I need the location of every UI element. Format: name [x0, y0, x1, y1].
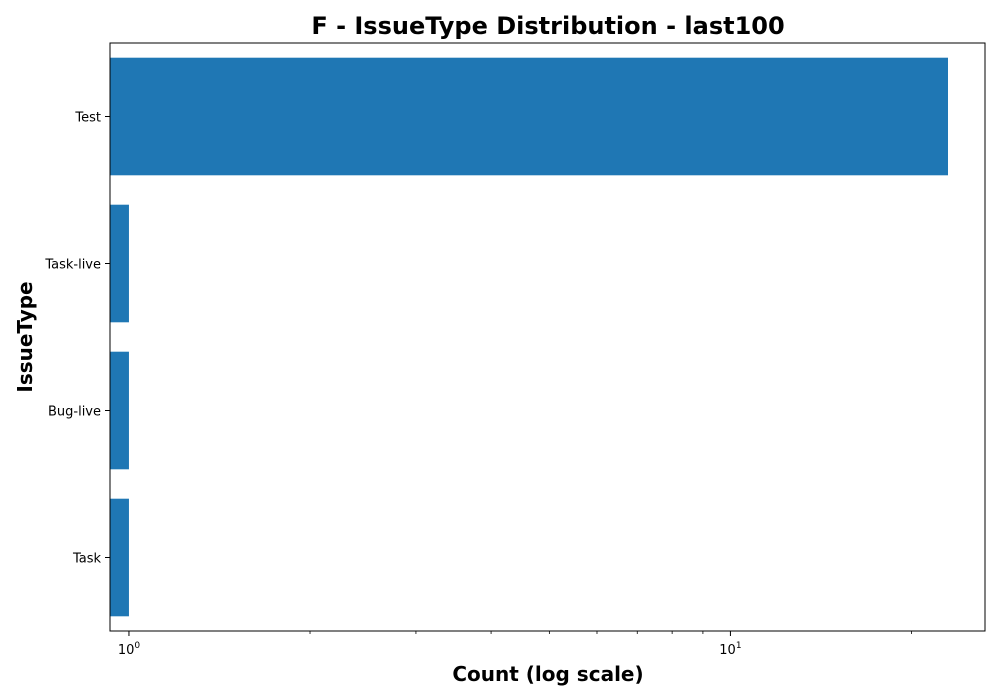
y-tick-label-task: Task	[72, 552, 102, 567]
chart-title: F - IssueType Distribution - last100	[311, 12, 784, 40]
bar-test	[110, 57, 948, 176]
y-tick-label-test: Test	[74, 111, 101, 126]
y-axis-label: IssueType	[13, 281, 37, 392]
x-tick-label: 101	[719, 641, 741, 658]
plot-frame	[109, 42, 986, 632]
x-tick-label: 100	[118, 641, 141, 658]
x-axis-label: Count (log scale)	[452, 662, 643, 686]
bar-bug-live	[110, 351, 129, 470]
bar-task	[110, 498, 129, 617]
y-tick-label-task-live: Task-live	[44, 258, 101, 273]
y-tick-label-bug-live: Bug-live	[48, 405, 101, 420]
bar-task-live	[110, 204, 129, 323]
plot-area: Test Task-live Bug-live Task 100 101	[44, 42, 986, 658]
